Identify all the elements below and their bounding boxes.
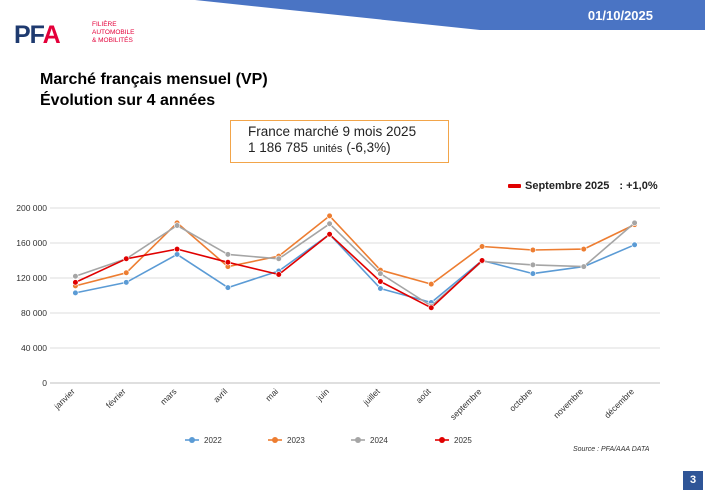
series-2022-point [631,241,638,248]
september-swatch [508,184,521,189]
series-2023-point [580,246,587,253]
x-tick-label: novembre [551,386,585,420]
legend-marker-2023 [272,437,278,443]
x-tick-label: septembre [448,386,484,422]
title-line-2: Évolution sur 4 années [40,92,216,109]
x-tick-label: octobre [507,386,534,413]
x-tick-label: mai [263,386,280,403]
y-tick-label: 160 000 [16,238,47,248]
x-tick-label: janvier [51,386,77,412]
series-2024-point [72,273,79,280]
kpi-label: France marché 9 mois 2025 [248,124,417,139]
y-tick-label: 80 000 [21,308,47,318]
series-2023-line [75,215,635,287]
kpi-value-line: 1 186 785 unités (-6,3%) [248,140,391,155]
series-2025-point [173,246,181,253]
x-tick-label: février [104,386,128,410]
series-2025-point [428,304,435,311]
series-2023-point [326,212,333,219]
legend-marker-2022 [189,437,195,443]
legend-label-2022: 2022 [204,436,222,445]
legend-label-2025: 2025 [454,436,472,445]
series-2023-point [123,269,130,276]
series-2025-point [123,255,130,262]
legend-label-2024: 2024 [370,436,388,445]
kpi-box: France marché 9 mois 2025 1 186 785 unité… [230,120,449,163]
y-tick-label: 0 [42,378,47,388]
series-2023-point [428,281,435,288]
legend-label-2023: 2023 [287,436,305,445]
series-2025-point [72,279,79,286]
series-2023-point [529,246,537,254]
slide-title: Marché français mensuel (VP) Évolution s… [40,69,268,111]
legend-marker-2024 [355,437,361,443]
x-tick-label: décembre [602,386,636,420]
series-2024-point [275,255,282,262]
series-2022-point [123,279,130,286]
page-number-badge: 3 [683,471,703,490]
x-tick-label: mars [158,386,178,406]
y-tick-label: 120 000 [16,273,47,283]
series-2024-point [224,251,232,258]
series-2024-point [631,219,638,226]
series-2024-point [377,270,384,277]
source-note: Source : PFA/AAA DATA [573,446,650,453]
x-tick-label: août [414,386,433,405]
x-tick-label: avril [211,386,229,404]
top-header-band [195,0,705,30]
logo-wordmark: PFA [14,21,61,49]
series-2024-point [529,261,537,268]
kpi-change: (-6,3%) [346,140,391,155]
series-2023-point [478,243,486,250]
series-2025-point [478,257,486,264]
y-tick-label: 200 000 [16,203,47,213]
series-2024-point [580,263,587,270]
series-2022-point [224,284,232,291]
series-2022-point [377,285,384,292]
legend-marker-2025 [439,437,445,443]
series-2022-point [72,289,79,296]
series-2024-point [326,220,333,227]
series-2022-line [75,233,635,304]
september-label: Septembre 2025 [525,180,610,192]
kpi-unit: unités [313,143,343,155]
series-2024-point [173,222,181,229]
september-value: : +1,0% [619,180,658,192]
series-2025-point [275,271,282,278]
kpi-value: 1 186 785 [248,140,309,155]
series-2022-point [529,270,537,277]
x-tick-label: juillet [360,386,382,408]
series-2025-point [377,278,384,285]
series-2025-point [224,259,232,266]
x-tick-label: juin [314,386,331,403]
slide-date: 01/10/2025 [587,8,653,23]
title-line-1: Marché français mensuel (VP) [40,71,268,88]
series-2022-point [173,251,181,258]
logo-tagline: FILIÈRE AUTOMOBILE & MOBILITÉS [92,21,135,44]
y-tick-label: 40 000 [21,343,47,353]
series-2025-point [326,231,333,238]
series-2024-line [75,222,636,307]
september-change-note: Septembre 2025 : +1,0% [508,180,658,192]
